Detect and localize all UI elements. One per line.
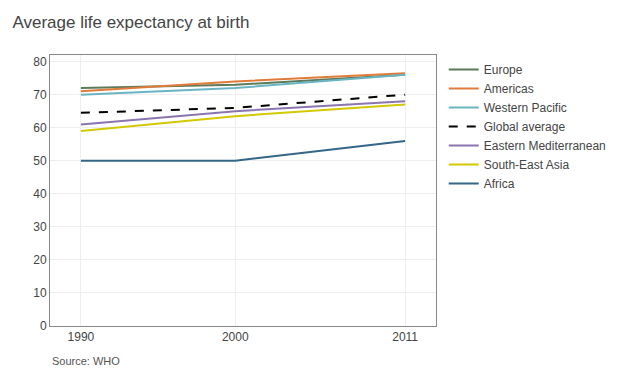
svg-text:Africa: Africa bbox=[484, 177, 515, 191]
svg-text:Average life expectancy at bir: Average life expectancy at birth bbox=[12, 13, 249, 32]
svg-text:Global average: Global average bbox=[484, 120, 566, 134]
svg-text:10: 10 bbox=[33, 286, 47, 300]
svg-text:0: 0 bbox=[40, 319, 47, 333]
svg-text:60: 60 bbox=[33, 121, 47, 135]
svg-text:Western Pacific: Western Pacific bbox=[484, 101, 567, 115]
svg-text:South-East Asia: South-East Asia bbox=[484, 158, 570, 172]
svg-text:20: 20 bbox=[33, 253, 47, 267]
svg-text:70: 70 bbox=[33, 88, 47, 102]
svg-text:2011: 2011 bbox=[392, 330, 418, 344]
svg-text:Source: WHO: Source: WHO bbox=[52, 355, 120, 367]
svg-text:Eastern Mediterranean: Eastern Mediterranean bbox=[484, 139, 606, 153]
svg-text:30: 30 bbox=[33, 220, 47, 234]
svg-text:2000: 2000 bbox=[222, 330, 249, 344]
svg-text:40: 40 bbox=[33, 187, 47, 201]
svg-text:Americas: Americas bbox=[484, 82, 534, 96]
svg-text:80: 80 bbox=[33, 55, 47, 69]
svg-text:50: 50 bbox=[33, 154, 47, 168]
svg-text:1990: 1990 bbox=[68, 330, 95, 344]
svg-text:Europe: Europe bbox=[484, 63, 523, 77]
